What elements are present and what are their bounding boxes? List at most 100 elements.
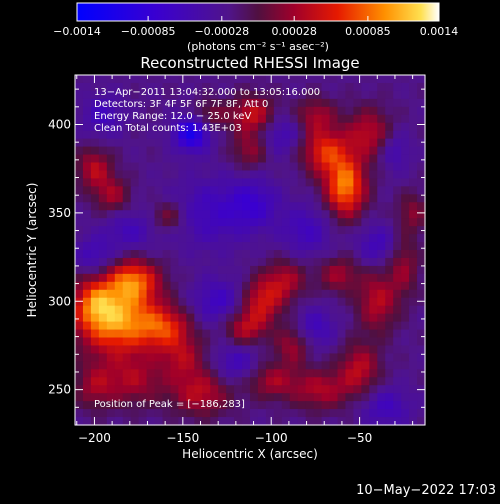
- heatmap-cell: [353, 218, 362, 227]
- heatmap-cell: [202, 130, 211, 140]
- heatmap-cell: [146, 226, 156, 235]
- heatmap-cell: [146, 289, 156, 299]
- heatmap-cell: [345, 329, 354, 339]
- heatmap-cell: [170, 186, 179, 195]
- heatmap-cell: [297, 369, 307, 378]
- heatmap-cell: [361, 369, 370, 378]
- heatmap-cell: [305, 242, 315, 251]
- heatmap-cell: [401, 305, 410, 315]
- heatmap-cell: [226, 257, 235, 267]
- heatmap-cell: [401, 409, 410, 418]
- heatmap-cell: [75, 90, 84, 100]
- heatmap-cell: [106, 138, 116, 148]
- heatmap-cell: [146, 369, 156, 378]
- heatmap-cell: [75, 273, 84, 283]
- heatmap-cell: [329, 98, 339, 108]
- heatmap-cell: [218, 234, 227, 243]
- heatmap-cell: [321, 130, 331, 140]
- heatmap-cell: [401, 393, 410, 402]
- heatmap-cell: [409, 250, 418, 259]
- heatmap-cell: [305, 122, 315, 132]
- heatmap-cell: [242, 281, 251, 291]
- heatmap-cell: [154, 369, 164, 378]
- heatmap-cell: [345, 385, 354, 394]
- heatmap-cell: [130, 138, 140, 148]
- heatmap-cell: [337, 353, 347, 362]
- heatmap-cell: [361, 273, 370, 283]
- heatmap-cell: [234, 170, 243, 179]
- heatmap-cell: [98, 202, 108, 211]
- heatmap-cell: [329, 114, 339, 124]
- heatmap-cell: [281, 114, 291, 124]
- heatmap-cell: [202, 409, 211, 418]
- heatmap-cell: [361, 75, 370, 84]
- heatmap-cell: [369, 98, 378, 108]
- heatmap-cell: [178, 146, 187, 156]
- heatmap-cell: [321, 122, 331, 132]
- heatmap-cell: [186, 289, 195, 299]
- heatmap-cell: [138, 234, 148, 243]
- heatmap-cell: [361, 82, 370, 92]
- heatmap-cell: [281, 305, 291, 315]
- heatmap-cell: [369, 75, 378, 84]
- heatmap-cell: [146, 106, 156, 116]
- heatmap-cell: [401, 178, 410, 187]
- colorbar-unit-label: (photons cm⁻² s⁻¹ asec⁻²): [187, 40, 329, 53]
- heatmap-cell: [98, 106, 108, 116]
- heatmap-cell: [289, 194, 299, 203]
- heatmap-cell: [162, 369, 172, 378]
- heatmap-cell: [154, 250, 164, 259]
- heatmap-cell: [202, 297, 211, 307]
- heatmap-cell: [329, 234, 339, 243]
- heatmap-cell: [114, 305, 124, 315]
- heatmap-cell: [393, 273, 402, 283]
- heatmap-cell: [234, 106, 243, 116]
- heatmap-cell: [417, 417, 426, 426]
- heatmap-cell: [234, 202, 243, 211]
- heatmap-cell: [385, 313, 394, 323]
- heatmap-cell: [289, 417, 299, 426]
- heatmap-cell: [75, 265, 84, 275]
- heatmap-cell: [154, 162, 164, 172]
- heatmap-cell: [369, 337, 378, 347]
- heatmap-cell: [329, 90, 339, 100]
- heatmap-cell: [281, 361, 291, 370]
- heatmap-cell: [417, 178, 426, 187]
- heatmap-cell: [218, 90, 227, 100]
- heatmap-cell: [210, 257, 219, 267]
- heatmap-cell: [393, 106, 402, 116]
- heatmap-cell: [265, 170, 275, 179]
- heatmap-cell: [98, 273, 108, 283]
- heatmap-cell: [297, 226, 307, 235]
- heatmap-cell: [130, 210, 140, 219]
- colorbar-tick-label: −0.0014: [53, 25, 101, 38]
- heatmap-cell: [90, 385, 100, 394]
- heatmap-cell: [361, 265, 370, 275]
- heatmap-cell: [146, 202, 156, 211]
- heatmap-cell: [361, 106, 370, 116]
- heatmap-cell: [385, 409, 394, 418]
- heatmap-cell: [345, 265, 354, 275]
- heatmap-cell: [114, 353, 124, 362]
- heatmap-cell: [417, 265, 426, 275]
- heatmap-cell: [146, 114, 156, 124]
- heatmap-cell: [122, 250, 132, 259]
- heatmap-cell: [257, 114, 267, 124]
- heatmap-cell: [242, 257, 251, 267]
- heatmap-cell: [305, 361, 315, 370]
- heatmap-cell: [321, 114, 331, 124]
- heatmap-cell: [409, 289, 418, 299]
- heatmap-cell: [337, 273, 347, 283]
- heatmap-cell: [186, 234, 195, 243]
- heatmap-cell: [130, 353, 140, 362]
- heatmap-cell: [265, 90, 275, 100]
- heatmap-cell: [186, 313, 195, 323]
- heatmap-cell: [210, 337, 219, 347]
- heatmap-cell: [353, 257, 362, 267]
- heatmap-cell: [210, 417, 219, 426]
- heatmap-cell: [234, 345, 243, 354]
- heatmap-cell: [178, 178, 187, 187]
- heatmap-cell: [401, 289, 410, 299]
- heatmap-cell: [178, 265, 187, 275]
- heatmap-cell: [210, 409, 219, 418]
